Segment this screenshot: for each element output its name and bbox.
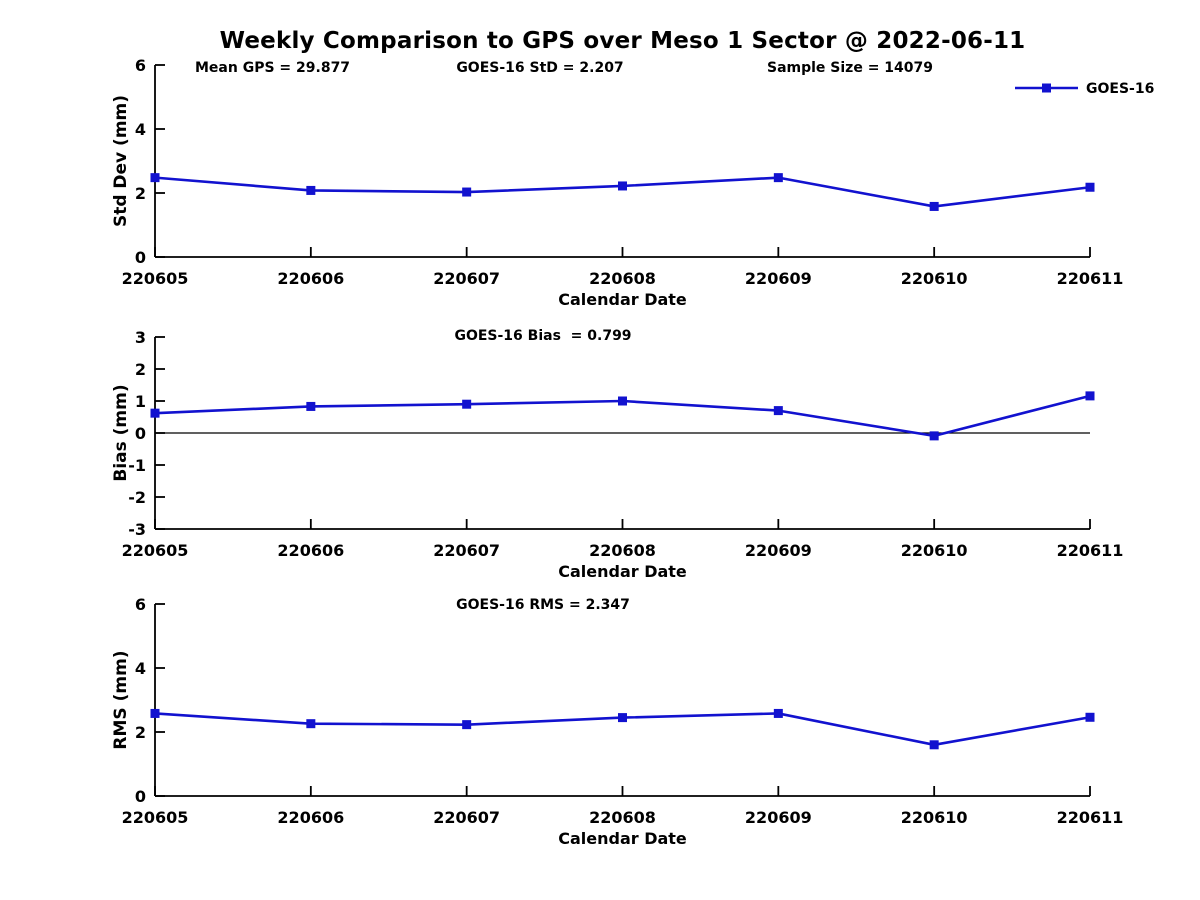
y-tick-label: 0 bbox=[135, 424, 146, 443]
y-tick-label: 1 bbox=[135, 392, 146, 411]
x-tick-label: 220611 bbox=[1057, 808, 1124, 827]
x-tick-label: 220610 bbox=[901, 541, 968, 560]
data-point-marker bbox=[618, 713, 627, 723]
data-point-marker bbox=[306, 719, 316, 729]
y-tick-label: 6 bbox=[135, 56, 146, 75]
data-point-marker bbox=[306, 185, 316, 195]
x-tick-label: 220607 bbox=[433, 541, 500, 560]
data-point-marker bbox=[929, 740, 939, 750]
data-point-marker bbox=[462, 187, 472, 197]
x-tick-label: 220607 bbox=[433, 269, 500, 288]
y-tick-label: 6 bbox=[135, 595, 146, 614]
y-tick-label: 4 bbox=[135, 120, 146, 139]
annotation-text: GOES-16 StD = 2.207 bbox=[456, 60, 623, 76]
y-tick-label: -1 bbox=[128, 456, 146, 475]
data-point-marker bbox=[618, 181, 627, 191]
x-axis-label: Calendar Date bbox=[558, 562, 687, 581]
y-axis-label: Std Dev (mm) bbox=[111, 95, 131, 227]
data-point-marker bbox=[929, 431, 939, 441]
bias-plot: -3 -2 -1 0 1 2 3 220605 220606 220607 220608 220609… bbox=[111, 328, 1123, 581]
x-tick-label: 220605 bbox=[122, 541, 189, 560]
y-tick-label: 2 bbox=[135, 360, 146, 379]
annotation-text: GOES-16 Bias = 0.799 bbox=[454, 328, 631, 344]
y-tick-label: -3 bbox=[128, 520, 146, 539]
data-point-marker bbox=[1085, 182, 1095, 192]
legend-label: GOES-16 bbox=[1086, 81, 1154, 97]
y-tick-label: 0 bbox=[135, 248, 146, 267]
x-tick-label: 220610 bbox=[901, 269, 968, 288]
rms-plot: 0 2 4 6 220605 220606 220607 220608 220609 220610… bbox=[111, 595, 1123, 848]
annotation-text: Mean GPS = 29.877 bbox=[195, 60, 350, 76]
annotation-text: Sample Size = 14079 bbox=[767, 60, 933, 76]
x-axis-label: Calendar Date bbox=[558, 829, 687, 848]
x-tick-label: 220606 bbox=[277, 269, 344, 288]
data-point-marker bbox=[1085, 391, 1095, 401]
y-axis-label: RMS (mm) bbox=[111, 650, 131, 749]
x-tick-label: 220610 bbox=[901, 808, 968, 827]
std-dev-plot: 0 2 4 6 220605 220606 220607 220608 220609 220610… bbox=[111, 56, 1154, 309]
y-tick-label: 3 bbox=[135, 328, 146, 347]
data-point-marker bbox=[1085, 712, 1095, 722]
data-point-marker bbox=[618, 396, 627, 406]
legend-marker bbox=[1042, 83, 1051, 93]
figure-title: Weekly Comparison to GPS over Meso 1 Sec… bbox=[219, 28, 1026, 54]
data-point-marker bbox=[462, 399, 472, 409]
x-axis-label: Calendar Date bbox=[558, 290, 687, 309]
data-point-marker bbox=[150, 173, 160, 183]
x-tick-label: 220608 bbox=[589, 269, 656, 288]
x-tick-label: 220609 bbox=[745, 808, 812, 827]
data-point-marker bbox=[306, 401, 316, 411]
annotation-text: GOES-16 RMS = 2.347 bbox=[456, 597, 630, 613]
data-point-marker bbox=[150, 708, 160, 718]
x-tick-label: 220609 bbox=[745, 269, 812, 288]
x-tick-label: 220606 bbox=[277, 541, 344, 560]
x-tick-label: 220611 bbox=[1057, 541, 1124, 560]
x-tick-label: 220608 bbox=[589, 541, 656, 560]
data-point-marker bbox=[773, 173, 783, 183]
data-point-marker bbox=[929, 201, 939, 211]
x-tick-label: 220608 bbox=[589, 808, 656, 827]
y-tick-label: 2 bbox=[135, 184, 146, 203]
y-tick-label: 0 bbox=[135, 787, 146, 806]
data-point-marker bbox=[462, 720, 472, 730]
x-tick-label: 220605 bbox=[122, 269, 189, 288]
x-tick-label: 220607 bbox=[433, 808, 500, 827]
data-point-marker bbox=[773, 406, 783, 416]
x-tick-label: 220606 bbox=[277, 808, 344, 827]
data-point-marker bbox=[150, 408, 160, 418]
y-tick-label: -2 bbox=[128, 488, 146, 507]
y-tick-label: 4 bbox=[135, 659, 146, 678]
x-tick-label: 220611 bbox=[1057, 269, 1124, 288]
y-axis-label: Bias (mm) bbox=[111, 384, 131, 481]
legend: GOES-16 bbox=[1015, 81, 1154, 97]
x-tick-label: 220609 bbox=[745, 541, 812, 560]
x-tick-label: 220605 bbox=[122, 808, 189, 827]
y-tick-label: 2 bbox=[135, 723, 146, 742]
data-point-marker bbox=[773, 708, 783, 718]
